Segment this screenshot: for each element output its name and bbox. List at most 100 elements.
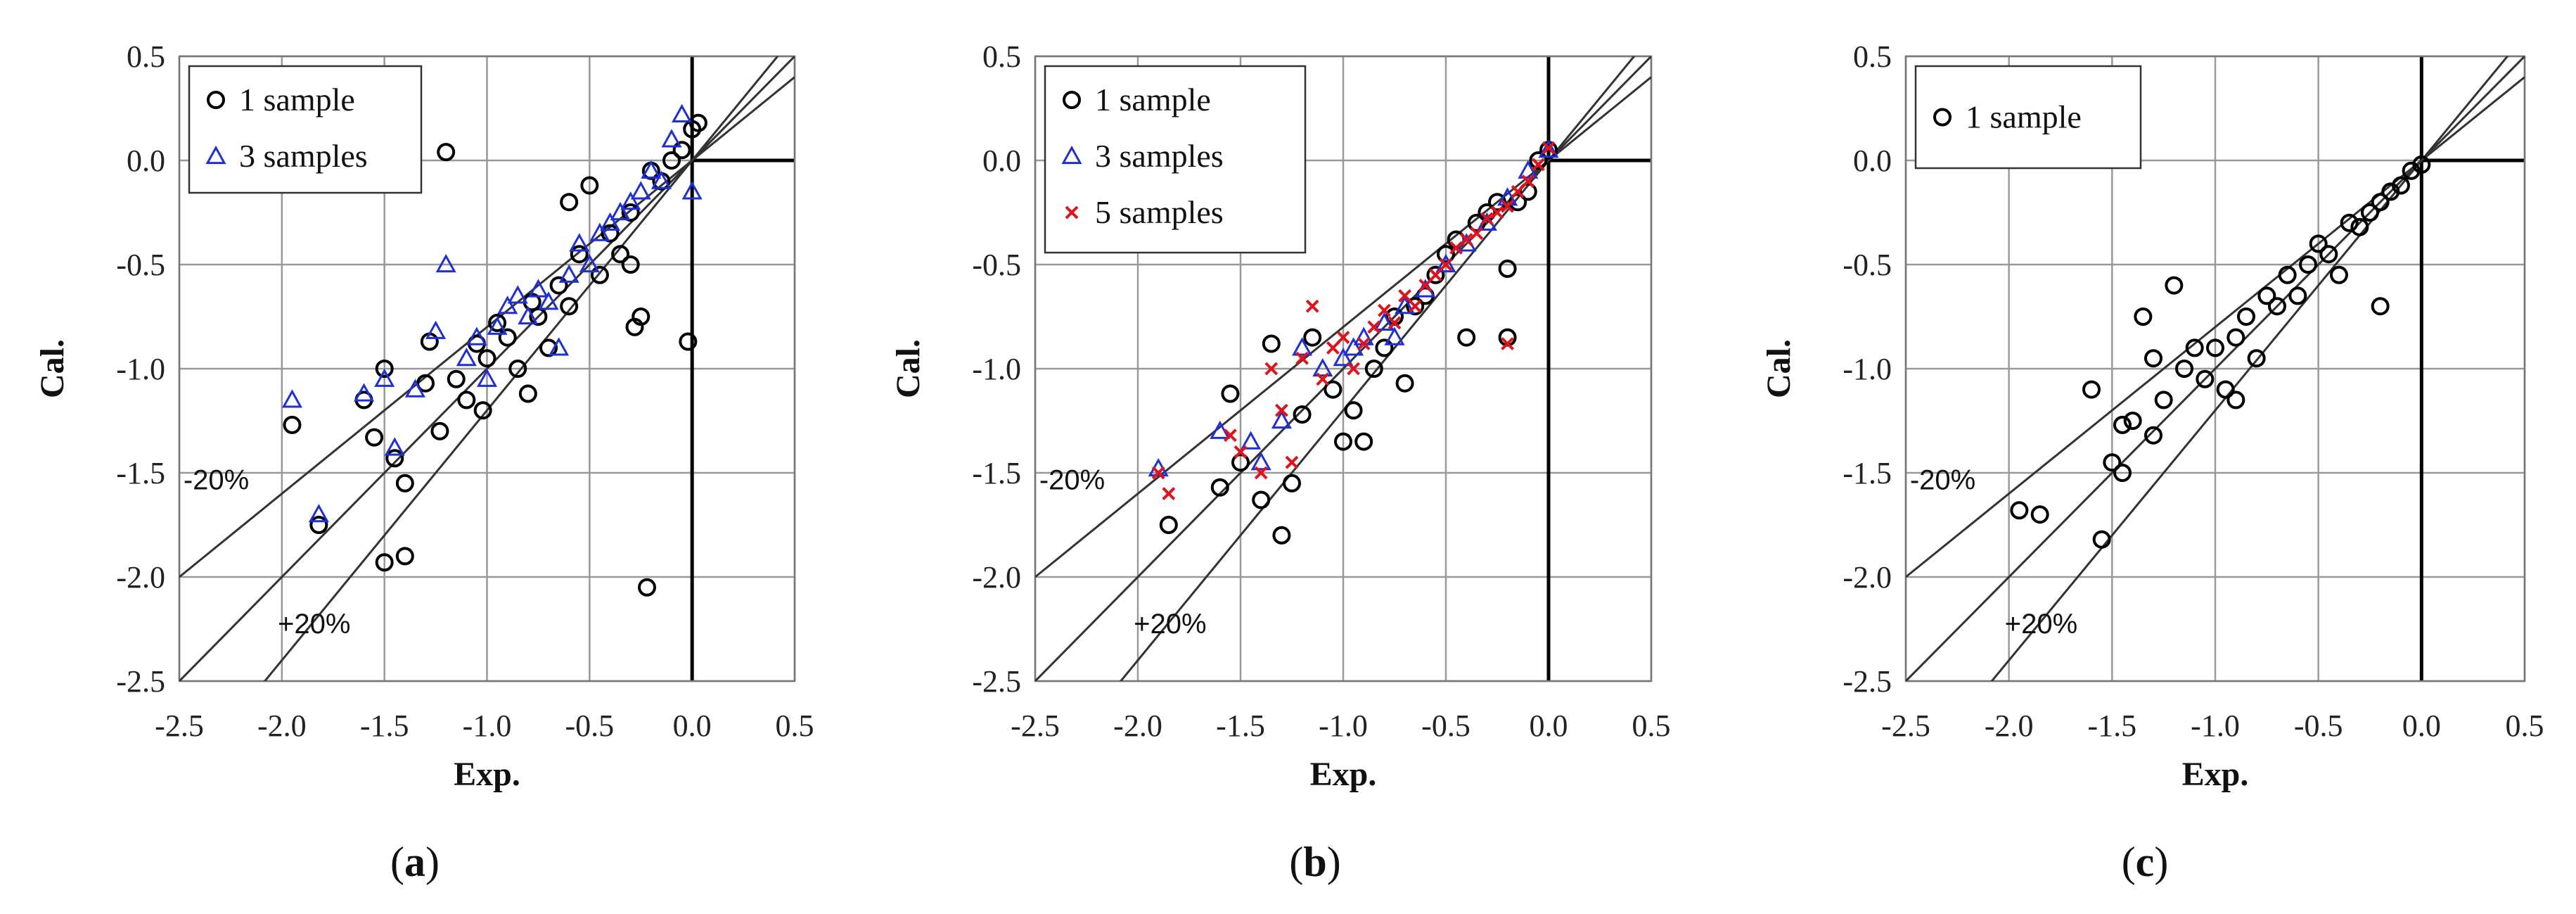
data-point (1367, 320, 1381, 334)
y-tick-label: 0.5 (982, 39, 1021, 74)
data-point (2319, 245, 2338, 264)
data-point (2030, 505, 2049, 524)
data-point (661, 129, 682, 148)
chart-panel-b: -20% +20% 1 sample 3 samples 5 samples -2.5 -2… (890, 39, 1671, 885)
data-point (2113, 464, 2132, 482)
data-point (2216, 380, 2235, 399)
data-point (2134, 307, 2153, 326)
data-point (447, 369, 466, 388)
x-tick-label: -2.5 (155, 709, 204, 743)
data-point (2288, 286, 2307, 305)
data-point (590, 265, 609, 284)
x-tick-label: 0.0 (1530, 709, 1568, 743)
data-point (2340, 213, 2359, 232)
data-point (308, 504, 329, 523)
data-point (2144, 349, 2162, 368)
data-point (1333, 348, 1354, 367)
y-tick-label: -2.5 (972, 664, 1021, 699)
y-tick-label: -0.5 (1843, 248, 1892, 282)
data-point (497, 296, 518, 315)
legend: 1 sample 3 samples (188, 65, 423, 194)
y-tick-label: 0.5 (1853, 39, 1892, 74)
chart-panel-c: -20% +20% 1 sample -2.5 -2.0 -1.5 -1.0 -0.5 0.0 0… (1760, 39, 2544, 885)
data-point (1233, 445, 1248, 459)
data-point (549, 337, 570, 356)
data-point (1162, 487, 1176, 501)
data-point (2103, 453, 2122, 472)
x-tick-label: 0.5 (1632, 709, 1671, 743)
data-point (549, 276, 568, 295)
data-point (1498, 259, 1517, 278)
data-point (498, 328, 517, 347)
data-point (610, 201, 631, 221)
reference-line (1119, 56, 1636, 681)
chart-panel-a: -20% +20% 1 sample 3 samples -2.5 -2.0 -1.5 -1.… (34, 39, 814, 885)
data-point (1439, 258, 1453, 272)
x-tick-label: 0.5 (776, 709, 814, 743)
data-point (1316, 372, 1330, 386)
data-point (539, 338, 558, 357)
data-point (2361, 203, 2379, 222)
data-point (1354, 432, 1373, 451)
x-tick-label: -1.0 (463, 709, 512, 743)
data-point (638, 578, 656, 597)
data-point (1271, 410, 1292, 429)
y-tick-label: 0.0 (1853, 144, 1892, 178)
legend-marker (1065, 205, 1079, 220)
data-point (632, 307, 651, 326)
data-point (1398, 288, 1412, 303)
data-point (1480, 212, 1494, 226)
data-point (1459, 233, 1473, 246)
data-point (2350, 217, 2369, 236)
y-tick-label: -2.0 (116, 560, 165, 595)
y-axis-label: Cal. (890, 339, 927, 398)
x-tick-label: -1.5 (360, 709, 409, 743)
data-point (1295, 351, 1309, 365)
data-point (679, 332, 698, 351)
x-tick-label: -2.0 (1113, 709, 1162, 743)
data-point (579, 253, 600, 273)
x-axis-label: Exp. (1310, 756, 1377, 793)
data-point (1511, 184, 1525, 198)
data-point (395, 547, 414, 566)
data-point (1262, 334, 1281, 353)
data-point (1326, 341, 1340, 355)
plot-frame (178, 55, 796, 683)
reference-line-label: +20% (278, 609, 350, 640)
data-point (1343, 337, 1364, 356)
legend-label: 3 samples (239, 138, 368, 174)
data-point (569, 233, 590, 252)
data-point (1538, 139, 1559, 158)
data-point (1529, 151, 1548, 170)
data-point (611, 245, 630, 264)
legend-box (1044, 65, 1307, 254)
data-point (641, 160, 662, 179)
data-point (2371, 297, 2390, 316)
data-point (1377, 303, 1391, 317)
data-point (538, 291, 559, 310)
data-point (430, 421, 449, 440)
data-point (2165, 276, 2184, 295)
data-point (374, 368, 395, 387)
x-axis-label: Exp. (2182, 756, 2249, 793)
legend-label: 1 sample (239, 82, 355, 118)
data-point (1388, 316, 1402, 330)
data-point (1490, 205, 1504, 220)
y-tick-label: -1.5 (972, 456, 1021, 490)
data-point (688, 113, 707, 132)
data-point (2268, 297, 2286, 316)
legend-label: 1 sample (1095, 82, 1211, 118)
data-point (2226, 391, 2245, 410)
data-point (473, 401, 492, 420)
reference-line-label: +20% (2005, 609, 2077, 640)
data-point (1283, 474, 1301, 493)
data-point (2309, 234, 2328, 253)
data-point (488, 313, 507, 332)
data-point (2092, 530, 2111, 549)
data-point (620, 191, 641, 210)
data-point (404, 379, 425, 398)
plot-frame (1904, 55, 2526, 683)
series-0 (2010, 155, 2431, 549)
